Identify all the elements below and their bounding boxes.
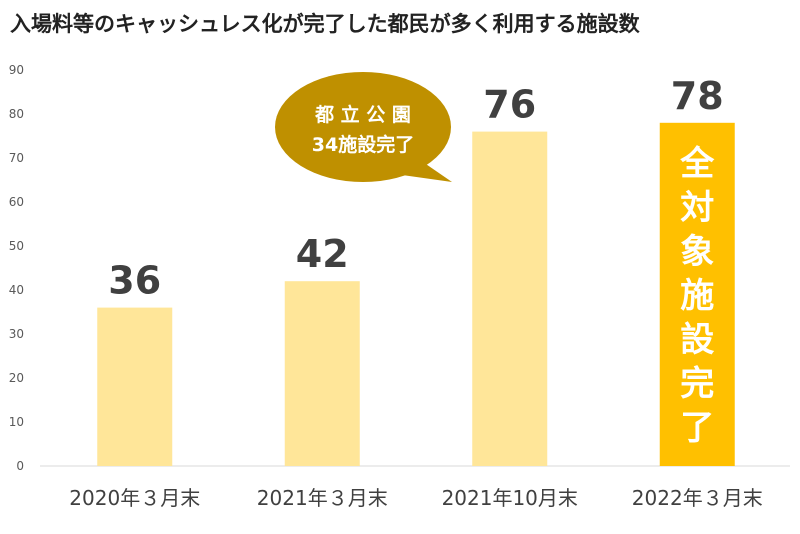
speech-bubble-text: 都 立 公 園 — [314, 103, 411, 126]
y-tick-label: 30 — [9, 327, 24, 341]
y-tick-label: 10 — [9, 415, 24, 429]
x-tick-label: 2021年10月末 — [442, 486, 578, 510]
bar-value-label: 76 — [483, 83, 536, 127]
bar — [659, 122, 735, 467]
y-axis: 0 10 20 30 40 50 60 70 80 90 — [9, 63, 24, 473]
bar — [97, 307, 173, 466]
chart-title: 入場料等のキャッシュレス化が完了した都民が多く利用する施設数 — [10, 12, 640, 36]
x-tick-label: 2020年３月末 — [69, 486, 200, 510]
bar — [472, 131, 548, 466]
y-tick-label: 80 — [9, 107, 24, 121]
banner-char: 完 — [680, 364, 714, 404]
y-tick-label: 70 — [9, 151, 24, 165]
speech-bubble-text: 34施設完了 — [312, 133, 414, 156]
y-tick-label: 50 — [9, 239, 24, 253]
bar — [284, 281, 360, 466]
x-tick-label: 2021年３月末 — [257, 486, 388, 510]
banner-char: 全 — [679, 144, 715, 184]
value-labels: 36 42 76 78 — [108, 74, 723, 303]
y-tick-label: 40 — [9, 283, 24, 297]
y-tick-label: 60 — [9, 195, 24, 209]
y-tick-label: 0 — [16, 459, 24, 473]
x-axis: 2020年３月末 2021年３月末 2021年10月末 2022年３月末 — [69, 486, 762, 510]
y-tick-label: 90 — [9, 63, 24, 77]
bars — [97, 122, 735, 467]
banner-char: 了 — [680, 408, 714, 448]
banner-char: 施 — [680, 276, 714, 316]
banner-char: 設 — [680, 320, 714, 360]
bar-value-label: 36 — [108, 259, 161, 303]
bar-value-label: 42 — [296, 232, 349, 276]
banner-char: 対 — [680, 188, 714, 228]
speech-bubble: 都 立 公 園 34施設完了 — [275, 72, 452, 182]
banner-char: 象 — [680, 232, 714, 272]
speech-bubble-tail — [395, 160, 452, 182]
x-tick-label: 2022年３月末 — [632, 486, 763, 510]
y-tick-label: 20 — [9, 371, 24, 385]
speech-bubble-body — [275, 72, 451, 182]
bar-value-label: 78 — [671, 74, 724, 118]
